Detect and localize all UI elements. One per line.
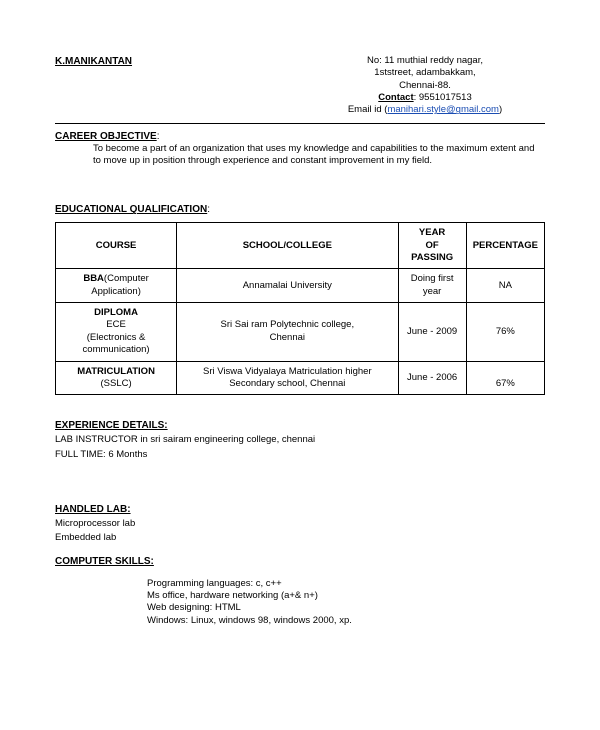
table-header-row: COURSE SCHOOL/COLLEGE YEAROFPASSING PERC…	[56, 223, 545, 269]
skill-line-4: Windows: Linux, windows 98, windows 2000…	[147, 615, 545, 627]
colon: :	[157, 131, 160, 142]
handled-title: HANDLED LAB:	[55, 503, 545, 516]
cell-course: MATRICULATION(SSLC)	[56, 361, 177, 395]
col-course: COURSE	[56, 223, 177, 269]
skills-title: COMPUTER SKILLS:	[55, 555, 545, 568]
email-label: Email id (	[348, 104, 388, 115]
contact-block: No: 11 muthial reddy nagar, 1ststreet, a…	[305, 55, 545, 117]
cell-school: Sri Viswa Vidyalaya Matriculation higher…	[177, 361, 398, 395]
career-objective-section: CAREER OBJECTIVE: To become a part of an…	[55, 130, 545, 168]
skill-line-1: Programming languages: c, c++	[147, 578, 545, 590]
address-line-1: No: 11 muthial reddy nagar,	[305, 55, 545, 67]
handled-line-1: Microprocessor lab	[55, 518, 545, 530]
table-row: BBA(Computer Application) Annamalai Univ…	[56, 269, 545, 303]
education-table: COURSE SCHOOL/COLLEGE YEAROFPASSING PERC…	[55, 222, 545, 395]
colon: :	[207, 204, 210, 215]
education-section: EDUCATIONAL QUALIFICATION: COURSE SCHOOL…	[55, 203, 545, 395]
cell-year: Doing first year	[398, 269, 466, 303]
col-school: SCHOOL/COLLEGE	[177, 223, 398, 269]
email-close: )	[499, 104, 502, 115]
divider	[55, 123, 545, 124]
cell-percent: 67%	[466, 361, 544, 395]
contact-label: Contact	[378, 92, 413, 103]
address-line-3: Chennai-88.	[305, 80, 545, 92]
contact-value: : 9551017513	[414, 92, 472, 103]
address-line-2: 1ststreet, adambakkam,	[305, 67, 545, 79]
header: K.MANIKANTAN No: 11 muthial reddy nagar,…	[55, 55, 545, 117]
skill-line-3: Web designing: HTML	[147, 602, 545, 614]
experience-title: EXPERIENCE DETAILS:	[55, 419, 545, 432]
cell-course: BBA(Computer Application)	[56, 269, 177, 303]
col-percent: PERCENTAGE	[466, 223, 544, 269]
email-link[interactable]: manihari.style@gmail.com	[387, 104, 499, 115]
cell-school: Annamalai University	[177, 269, 398, 303]
skill-line-2: Ms office, hardware networking (a+& n+)	[147, 590, 545, 602]
cell-percent: 76%	[466, 303, 544, 361]
col-year: YEAROFPASSING	[398, 223, 466, 269]
experience-section: EXPERIENCE DETAILS: LAB INSTRUCTOR in sr…	[55, 419, 545, 461]
cell-year: June - 2009	[398, 303, 466, 361]
cell-school: Sri Sai ram Polytechnic college,Chennai	[177, 303, 398, 361]
objective-text: To become a part of an organization that…	[93, 143, 545, 168]
table-row: DIPLOMAECE(Electronics & communication) …	[56, 303, 545, 361]
objective-title: CAREER OBJECTIVE	[55, 131, 157, 142]
education-title: EDUCATIONAL QUALIFICATION	[55, 204, 207, 215]
skills-block: Programming languages: c, c++ Ms office,…	[147, 578, 545, 627]
handled-line-2: Embedded lab	[55, 532, 545, 544]
cell-percent: NA	[466, 269, 544, 303]
handled-lab-section: HANDLED LAB: Microprocessor lab Embedded…	[55, 503, 545, 545]
skills-section: COMPUTER SKILLS: Programming languages: …	[55, 555, 545, 627]
table-row: MATRICULATION(SSLC) Sri Viswa Vidyalaya …	[56, 361, 545, 395]
contact-line: Contact: 9551017513	[305, 92, 545, 104]
cell-year: June - 2006	[398, 361, 466, 395]
experience-line-2: FULL TIME: 6 Months	[55, 449, 545, 461]
applicant-name: K.MANIKANTAN	[55, 55, 132, 117]
experience-line-1: LAB INSTRUCTOR in sri sairam engineering…	[55, 434, 545, 446]
cell-course: DIPLOMAECE(Electronics & communication)	[56, 303, 177, 361]
email-line: Email id (manihari.style@gmail.com)	[305, 104, 545, 116]
